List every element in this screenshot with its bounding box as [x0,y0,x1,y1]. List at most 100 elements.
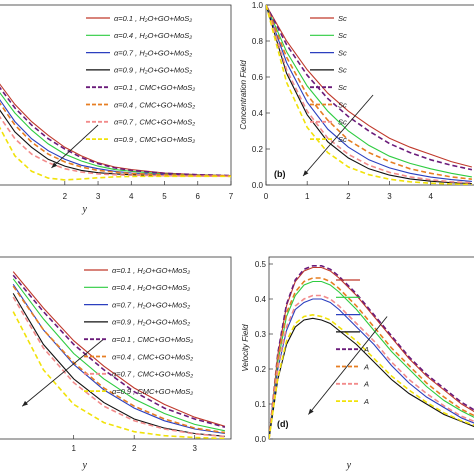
legend-entry-b-5: Sc [338,100,347,109]
series-line-d-5 [269,277,474,439]
y-tick-label-d-5: 0.5 [255,260,267,269]
panel-label-d: (d) [277,419,289,429]
legend-entry-a-6: α=0.7 , CMC+GO+MoS₂ [114,118,195,127]
series-line-b-7 [266,5,472,185]
y-tick-label-d-3: 0.3 [255,330,267,339]
series-group-b [266,5,473,185]
x-tick-label-a-4: 6 [196,192,201,201]
legend-entry-c-7: α=0.9 , CMC+GO+MoS₂ [112,387,193,396]
y-axis-label-d: Velocity Field [241,324,250,372]
trend-arrow-head-a [51,162,58,168]
series-line-a-0 [0,83,231,177]
legend-entry-b-1: Sc [338,31,347,40]
legend-entry-b-7: Sc [338,135,347,144]
plot-frame-b [265,4,474,186]
panel-b: 0 1 2 3 4 0.0 0.2 0.4 0.6 0.8 1.0 Concentration Fie… [239,1,474,201]
legend-entry-d-6: A [363,380,369,389]
plot-frame-c [0,256,232,440]
x-tick-label-b-0: 0 [264,192,269,201]
panel-c: 1 2 3 y α=0.1 , H₂O+GO+MoS₂ α=0.4 , H₂O+GO+Mo… [0,256,232,471]
series-line-b-2 [266,5,472,182]
x-axis-label-c: y [81,460,87,471]
series-group-c [12,271,226,439]
series-line-c-5 [12,285,226,434]
y-tick-label-b-3: 0.6 [252,73,264,82]
x-tick-label-b-3: 3 [387,192,392,201]
x-tick-label-c-0: 1 [71,444,76,453]
legend-entry-c-6: α=0.7 , CMC+GO+MoS₂ [112,370,193,379]
series-line-a-6 [0,115,231,178]
legend-entry-d-7: A [363,397,369,406]
x-tick-label-c-1: 2 [132,444,137,453]
legend-entry-a-5: α=0.4 , CMC+GO+MoS₂ [114,100,195,109]
trend-arrow-b [302,94,374,177]
y-tick-label-d-4: 0.4 [255,295,267,304]
series-line-b-6 [266,5,472,184]
legend-entry-b-4: Sc [338,83,347,92]
plot-frame-d [268,256,474,440]
legend-entry-a-0: α=0.1 , H₂O+GO+MoS₂ [114,14,192,23]
x-tick-label-a-1: 3 [96,192,101,201]
y-tick-label-d-2: 0.2 [255,365,267,374]
series-line-b-1 [266,5,472,178]
y-tick-label-b-4: 0.8 [252,37,264,46]
legend-entry-b-6: Sc [338,118,347,127]
panel-a: 2 3 4 5 6 7 y α=0.1 , H₂O+GO+MoS₂ α=0.4 , H₂O+GO… [0,4,234,215]
y-tick-label-d-0: 0.0 [255,435,267,444]
series-line-c-6 [12,296,225,438]
trend-arrow-c [21,338,105,407]
series-line-d-6 [269,294,474,439]
legend-entry-a-4: α=0.1 , CMC+GO+MoS₂ [114,83,195,92]
series-line-c-7 [12,311,225,439]
x-axis-label-a: y [81,204,87,215]
legend-entry-c-5: α=0.4 , CMC+GO+MoS₂ [112,352,193,361]
series-line-b-3 [266,5,472,185]
trend-arrow-head-c [22,400,28,407]
legend-entry-a-3: α=0.9 , H₂O+GO+MoS₂ [114,66,192,75]
trend-arrow-d [308,316,388,415]
legend-entry-c-4: α=0.1 , CMC+GO+MoS₂ [112,335,193,344]
x-tick-label-a-5: 7 [229,192,234,201]
series-line-b-4 [266,5,473,171]
series-line-b-5 [266,5,472,180]
x-tick-label-a-2: 4 [129,192,134,201]
legend-entry-c-2: α=0.7 , H₂O+GO+MoS₂ [112,300,190,309]
legend-entry-d-5: A [363,362,369,371]
legend-entry-c-1: α=0.4 , H₂O+GO+MoS₂ [112,283,190,292]
series-line-d-7 [269,313,474,439]
legend-entry-a-1: α=0.4 , H₂O+GO+MoS₂ [114,31,192,40]
legend-entry-c-0: α=0.1 , H₂O+GO+MoS₂ [112,266,190,275]
series-line-a-2 [0,99,231,177]
series-line-d-1 [269,280,474,439]
series-line-b-0 [266,5,473,168]
legend-entry-b-2: Sc [338,48,347,57]
trend-arrow-a [51,124,99,169]
plot-frame-a [0,4,232,186]
y-tick-label-b-2: 0.4 [252,109,264,118]
series-line-a-4 [0,86,231,177]
trend-arrow-head-b [303,170,309,176]
x-tick-label-b-2: 2 [346,192,351,201]
legend-entry-a-2: α=0.7 , H₂O+GO+MoS₂ [114,48,192,57]
x-tick-label-b-4: 4 [428,192,433,201]
x-tick-label-a-0: 2 [63,192,68,201]
x-axis-label-d: y [346,460,352,471]
y-axis-label-b: Concentration Field [239,60,248,130]
legend-entry-c-3: α=0.9 , H₂O+GO+MoS₂ [112,318,190,327]
legend-entry-b-3: Sc [338,66,347,75]
series-line-a-5 [0,102,231,177]
panel-label-b: (b) [274,169,286,179]
x-tick-label-c-2: 3 [192,444,197,453]
series-line-c-1 [12,278,226,432]
series-line-d-2 [269,298,474,439]
y-tick-label-b-5: 1.0 [252,1,264,10]
series-line-c-3 [12,293,225,437]
legend-entry-b-0: Sc [338,14,347,23]
legend-entry-a-7: α=0.9 , CMC+GO+MoS₂ [114,135,195,144]
y-tick-label-b-1: 0.2 [252,145,264,154]
series-line-d-3 [269,317,474,439]
series-group-d [269,265,474,439]
legend-entry-d-4: A [363,345,369,354]
